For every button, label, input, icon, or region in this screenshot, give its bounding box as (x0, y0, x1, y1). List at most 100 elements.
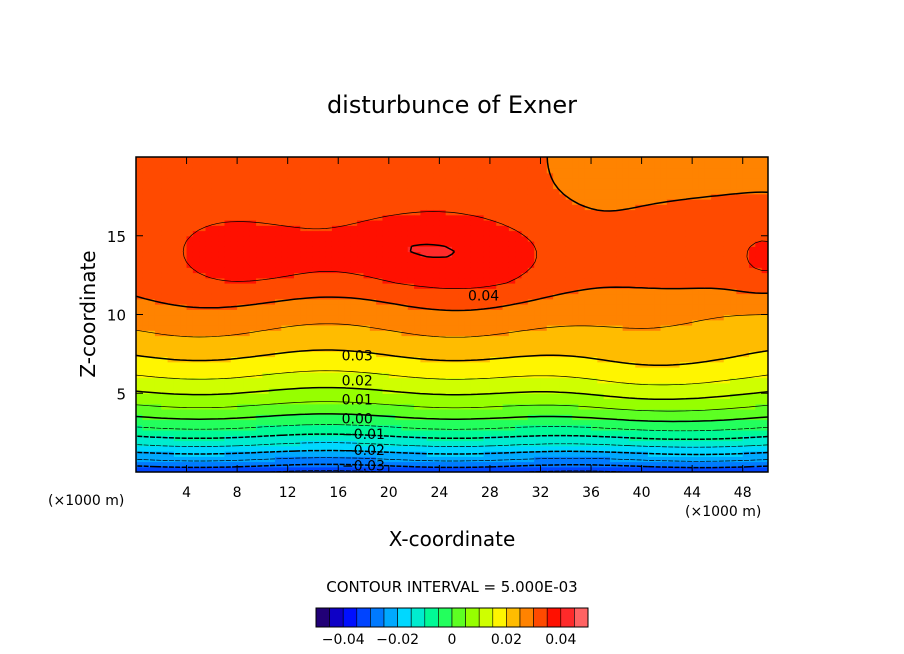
field-cell (407, 256, 415, 263)
field-cell (287, 283, 295, 289)
field-cell (414, 335, 421, 342)
field-cell (186, 214, 194, 221)
field-cell (161, 167, 169, 174)
field-cell (527, 409, 535, 415)
field-cell (572, 246, 579, 253)
field-cell (256, 314, 263, 321)
field-cell (199, 466, 207, 472)
field-cell (546, 204, 554, 211)
field-cell (414, 298, 421, 305)
field-cell (591, 256, 598, 263)
field-cell (300, 167, 308, 174)
field-cell (275, 461, 282, 468)
field-cell (420, 272, 428, 279)
field-cell (578, 162, 586, 169)
field-cell (540, 262, 548, 268)
field-cell (161, 162, 169, 169)
field-cell (591, 409, 598, 415)
field-cell (388, 157, 396, 163)
field-cell (635, 325, 643, 331)
field-cell (388, 183, 396, 190)
field-cell (376, 162, 384, 169)
field-cell (603, 424, 611, 431)
field-cell (420, 157, 428, 163)
field-cell (496, 214, 504, 221)
field-cell (338, 230, 346, 237)
field-cell (546, 351, 554, 358)
field-cell (578, 367, 586, 373)
field-cell (439, 419, 447, 426)
field-cell (534, 298, 542, 305)
field-cell (306, 256, 314, 263)
field-cell (597, 456, 605, 463)
field-cell (660, 393, 668, 400)
field-cell (496, 293, 504, 300)
field-cell (401, 361, 409, 368)
field-cell (312, 172, 320, 179)
field-cell (559, 230, 567, 237)
field-cell (572, 283, 579, 289)
field-cell (508, 235, 516, 242)
field-cell (237, 330, 245, 337)
field-cell (224, 388, 232, 394)
field-cell (237, 272, 245, 279)
field-cell (300, 220, 308, 226)
field-cell (641, 193, 649, 200)
field-cell (470, 293, 478, 300)
field-cell (262, 419, 270, 426)
field-cell (420, 209, 428, 216)
field-cell (546, 277, 554, 284)
field-cell (515, 451, 523, 457)
field-cell (312, 162, 320, 169)
field-cell (369, 351, 377, 358)
field-cell (483, 193, 491, 200)
field-cell (142, 172, 150, 179)
field-cell (173, 298, 181, 305)
field-cell (401, 309, 409, 316)
field-cell (407, 325, 415, 331)
field-cell (148, 451, 156, 457)
field-cell (388, 340, 396, 347)
field-cell (136, 319, 143, 326)
field-cell (325, 199, 333, 205)
field-cell (256, 382, 263, 389)
field-cell (218, 466, 226, 472)
field-cell (199, 377, 207, 384)
field-cell (521, 393, 529, 400)
field-cell (622, 220, 630, 226)
field-cell (433, 367, 440, 373)
field-cell (439, 340, 447, 347)
field-cell (553, 246, 561, 253)
field-cell (559, 367, 567, 373)
field-cell (167, 251, 175, 258)
field-cell (546, 340, 554, 347)
field-cell (572, 235, 579, 242)
field-cell (369, 361, 377, 368)
field-cell (452, 335, 459, 342)
field-cell (281, 167, 289, 174)
field-cell (426, 319, 434, 326)
field-cell (357, 382, 365, 389)
field-cell (559, 361, 567, 368)
field-cell (275, 172, 282, 179)
field-cell (527, 461, 535, 468)
field-cell (464, 188, 472, 195)
field-cell (161, 246, 169, 253)
field-cell (350, 188, 358, 195)
field-cell (180, 461, 188, 468)
field-cell (527, 419, 535, 426)
field-cell (161, 351, 169, 358)
field-cell (161, 230, 169, 237)
field-cell (205, 419, 213, 426)
field-cell (218, 414, 226, 421)
field-cell (534, 241, 542, 247)
field-cell (136, 351, 143, 358)
field-cell (148, 183, 156, 190)
field-cell (401, 293, 409, 300)
field-cell (534, 445, 542, 452)
field-cell (591, 451, 598, 457)
field-cell (325, 356, 333, 363)
field-cell (647, 388, 655, 394)
field-cell (628, 272, 636, 279)
field-cell (325, 251, 333, 258)
